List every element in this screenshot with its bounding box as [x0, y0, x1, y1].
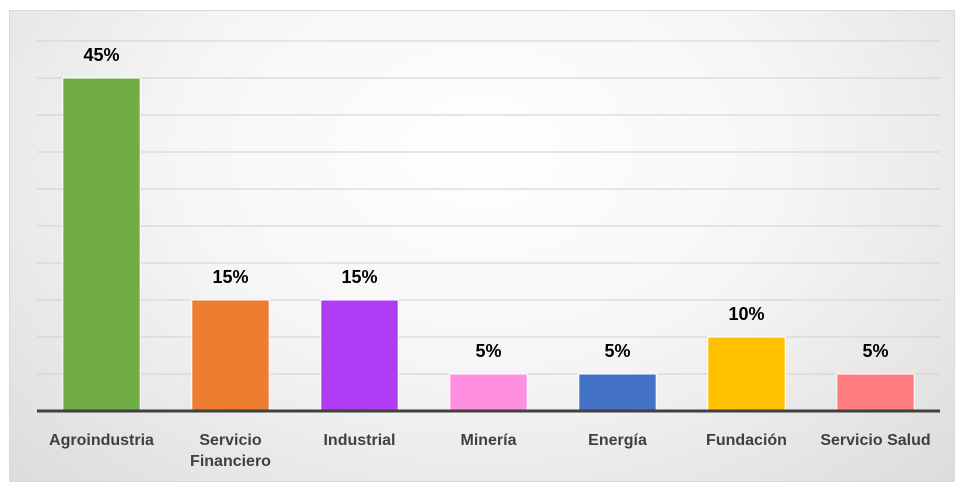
data-label: 5%	[475, 341, 501, 361]
data-label: 5%	[604, 341, 630, 361]
category-tick-label: Industrial	[323, 432, 395, 449]
category-tick-label: Fundación	[706, 432, 787, 449]
category-tick-label: Servicio Salud	[820, 432, 930, 449]
bar-chart: 45% 15% 15% 5% 5% 10% 5% Agroindustria Servicio…	[37, 40, 940, 470]
data-label: 15%	[341, 267, 377, 287]
top-strip: ·····	[0, 0, 958, 10]
category-tick-label: Energía	[588, 432, 647, 449]
data-label: 15%	[212, 267, 248, 287]
data-label: 5%	[862, 341, 888, 361]
bars	[62, 77, 915, 412]
bar-2	[320, 299, 399, 412]
gridlines	[37, 40, 940, 375]
category-tick-label: Minería	[460, 432, 516, 449]
bar-0	[62, 77, 141, 412]
category-tick-label: Servicio Financiero	[190, 432, 271, 470]
cropped-heading: ·····	[920, 0, 950, 9]
category-tick-label: Agroindustria	[49, 432, 154, 449]
category-tick-labels: Agroindustria Servicio Financiero Industria…	[49, 432, 931, 470]
bar-6	[836, 373, 915, 412]
bar-1	[191, 299, 270, 412]
data-labels: 45% 15% 15% 5% 5% 10% 5%	[83, 45, 888, 361]
bar-5	[707, 336, 786, 412]
data-label: 10%	[728, 304, 764, 324]
chart-frame: 45% 15% 15% 5% 5% 10% 5% Agroindustria Servicio…	[9, 10, 955, 482]
bar-3	[449, 373, 528, 412]
bar-4	[578, 373, 657, 412]
data-label: 45%	[83, 45, 119, 65]
